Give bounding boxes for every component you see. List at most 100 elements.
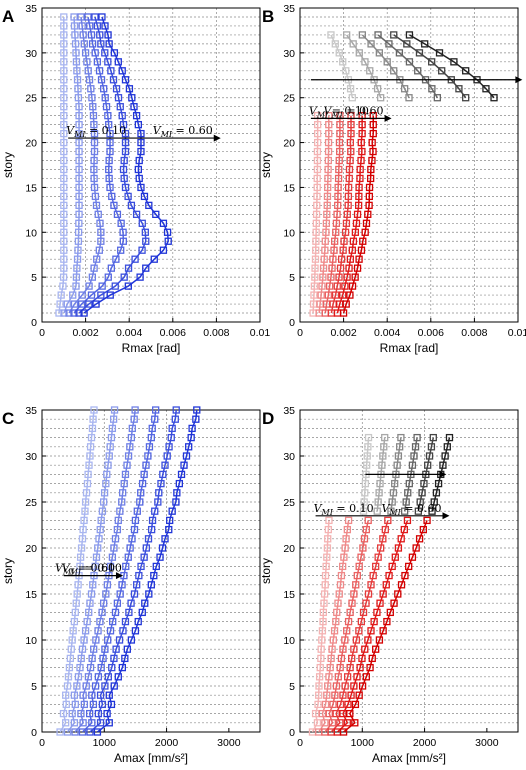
series-marker	[115, 636, 124, 644]
series-marker	[347, 120, 355, 129]
series-marker	[97, 237, 105, 245]
upper-series-marker	[342, 67, 350, 75]
series-marker	[379, 590, 387, 598]
series-marker	[75, 112, 83, 120]
series-marker	[315, 682, 323, 690]
upper-series-marker	[327, 31, 335, 39]
series-marker	[386, 608, 394, 617]
series-marker	[75, 219, 83, 227]
series-line-2	[63, 16, 80, 314]
series-marker	[164, 237, 172, 245]
series-marker	[60, 255, 68, 263]
y-tick-label: 25	[25, 93, 37, 105]
series-marker	[348, 282, 357, 290]
series-marker	[325, 282, 334, 290]
series-marker	[74, 237, 83, 245]
series-marker	[119, 165, 128, 174]
series-marker	[123, 645, 131, 653]
series-marker	[100, 498, 108, 506]
series-marker	[324, 147, 333, 156]
series-marker	[117, 219, 125, 227]
series-marker	[151, 415, 159, 423]
series-marker	[312, 210, 321, 218]
series-marker	[141, 228, 149, 236]
series-marker	[86, 443, 95, 451]
series-marker	[401, 571, 409, 580]
series-marker	[120, 479, 128, 488]
series-marker	[155, 489, 163, 497]
series-marker	[114, 94, 123, 102]
series-line-4	[330, 520, 389, 733]
series-marker	[96, 31, 104, 39]
plot-area	[42, 8, 260, 322]
series-marker	[311, 255, 320, 263]
series-marker	[357, 138, 365, 147]
upper-series-marker	[424, 461, 432, 469]
upper-series-marker	[385, 40, 393, 48]
series-marker	[321, 700, 330, 709]
upper-series-marker	[439, 461, 447, 469]
series-marker	[105, 40, 113, 48]
series-marker	[114, 673, 122, 681]
x-tick-label: 2000	[413, 737, 437, 749]
series-marker	[318, 627, 327, 635]
series-marker	[82, 489, 91, 497]
y-tick-label: 25	[25, 497, 37, 509]
series-marker	[60, 246, 68, 254]
upper-series-marker	[393, 461, 401, 469]
upper-series-marker	[362, 461, 371, 469]
series-marker	[345, 174, 353, 183]
y-tick-label: 10	[25, 227, 37, 239]
series-marker	[96, 525, 104, 534]
series-marker	[60, 103, 68, 111]
series-marker	[193, 406, 201, 414]
series-marker	[172, 498, 180, 506]
series-marker	[70, 13, 78, 21]
series-marker	[98, 13, 106, 21]
series-marker	[121, 617, 130, 626]
series-marker	[322, 562, 330, 571]
series-marker	[106, 291, 114, 299]
series-marker	[147, 525, 156, 534]
series-marker	[127, 599, 135, 607]
series-marker	[110, 544, 118, 552]
series-marker	[172, 406, 180, 414]
series-marker	[180, 461, 188, 469]
series-marker	[119, 237, 127, 245]
series-marker	[106, 183, 114, 192]
series-marker	[137, 147, 145, 156]
series-marker	[75, 183, 83, 192]
upper-series-marker	[450, 58, 458, 66]
series-marker	[332, 219, 341, 227]
series-marker	[88, 654, 96, 663]
series-marker	[91, 192, 100, 201]
series-marker	[60, 112, 68, 120]
series-marker	[412, 544, 420, 552]
series-marker	[91, 562, 99, 571]
upper-series-marker	[394, 452, 403, 460]
upper-series-marker	[405, 479, 413, 488]
series-marker	[121, 183, 130, 192]
series-marker	[329, 700, 337, 709]
series-marker	[316, 663, 324, 672]
series-marker	[75, 210, 83, 218]
x-tick-label: 0.008	[203, 327, 229, 339]
series-marker	[79, 719, 87, 727]
series-marker	[78, 535, 87, 543]
series-marker	[161, 461, 169, 469]
series-marker	[74, 246, 82, 254]
series-marker	[72, 49, 80, 57]
upper-series-marker	[430, 498, 438, 506]
vmi-label-low: VMI = 0.10	[66, 124, 126, 139]
series-marker	[100, 599, 108, 607]
series-marker	[90, 264, 98, 272]
y-tick-label: 30	[25, 48, 37, 60]
series-marker	[107, 264, 115, 272]
series-marker	[188, 424, 196, 433]
series-marker	[324, 525, 332, 534]
series-marker	[90, 147, 99, 156]
upper-series-marker	[381, 433, 389, 442]
plot-area	[300, 410, 518, 732]
upper-series-marker	[414, 507, 422, 515]
series-marker	[314, 120, 322, 129]
